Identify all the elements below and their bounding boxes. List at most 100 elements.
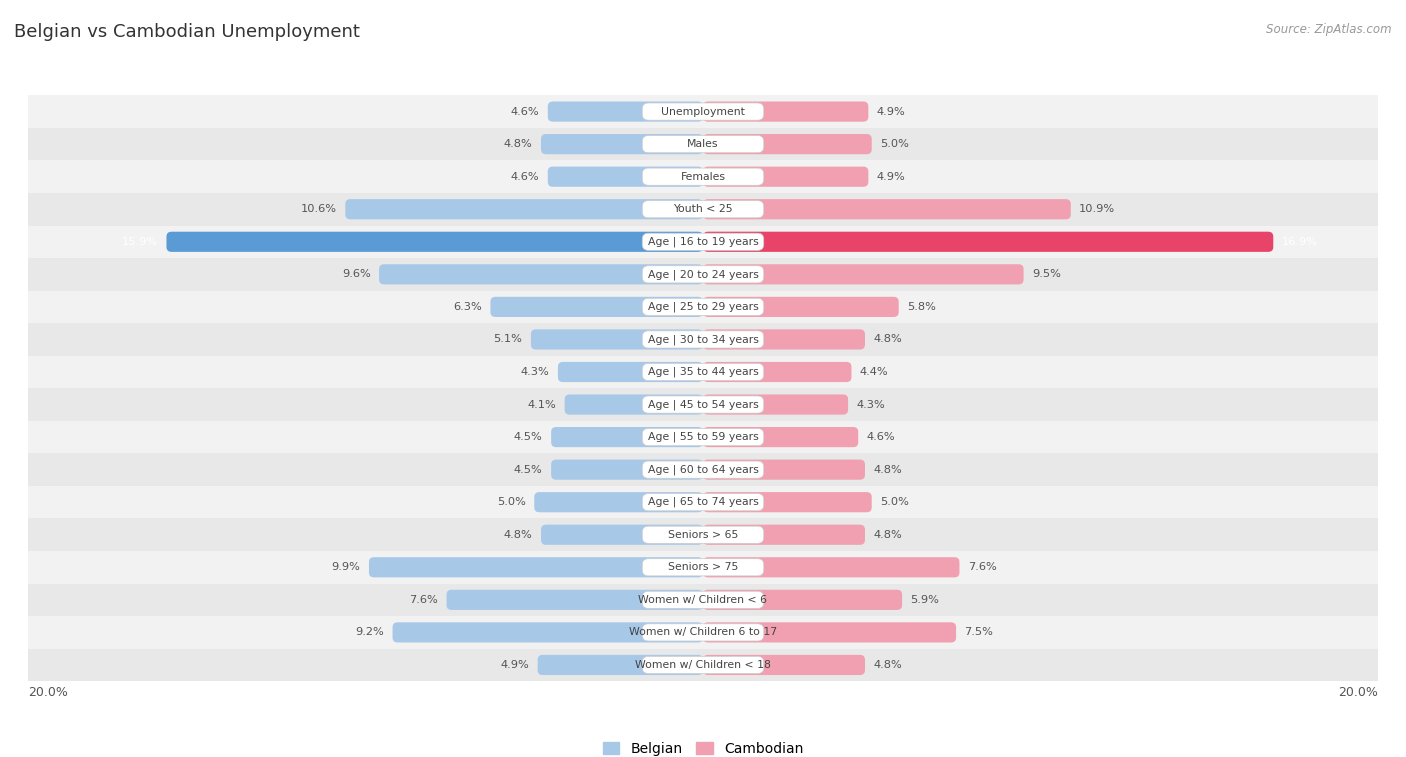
Text: Males: Males (688, 139, 718, 149)
FancyBboxPatch shape (541, 134, 703, 154)
FancyBboxPatch shape (703, 655, 865, 675)
Text: Age | 25 to 29 years: Age | 25 to 29 years (648, 301, 758, 312)
Text: 4.8%: 4.8% (503, 530, 533, 540)
Text: 4.8%: 4.8% (873, 465, 903, 475)
FancyBboxPatch shape (392, 622, 703, 643)
Text: Belgian vs Cambodian Unemployment: Belgian vs Cambodian Unemployment (14, 23, 360, 41)
Text: 4.5%: 4.5% (515, 465, 543, 475)
FancyBboxPatch shape (643, 168, 763, 185)
FancyBboxPatch shape (28, 226, 1378, 258)
Text: 4.9%: 4.9% (501, 660, 529, 670)
Text: Age | 45 to 54 years: Age | 45 to 54 years (648, 399, 758, 410)
Text: 4.9%: 4.9% (877, 107, 905, 117)
FancyBboxPatch shape (551, 459, 703, 480)
Text: 15.9%: 15.9% (122, 237, 157, 247)
Text: 4.5%: 4.5% (515, 432, 543, 442)
FancyBboxPatch shape (643, 298, 763, 316)
FancyBboxPatch shape (703, 167, 869, 187)
FancyBboxPatch shape (703, 297, 898, 317)
FancyBboxPatch shape (643, 201, 763, 218)
FancyBboxPatch shape (447, 590, 703, 610)
FancyBboxPatch shape (565, 394, 703, 415)
FancyBboxPatch shape (346, 199, 703, 220)
FancyBboxPatch shape (28, 323, 1378, 356)
FancyBboxPatch shape (28, 356, 1378, 388)
Legend: Belgian, Cambodian: Belgian, Cambodian (603, 742, 803, 755)
FancyBboxPatch shape (643, 428, 763, 446)
FancyBboxPatch shape (28, 486, 1378, 519)
FancyBboxPatch shape (703, 590, 903, 610)
Text: 7.6%: 7.6% (967, 562, 997, 572)
Text: Age | 20 to 24 years: Age | 20 to 24 years (648, 269, 758, 279)
Text: 5.0%: 5.0% (496, 497, 526, 507)
FancyBboxPatch shape (28, 388, 1378, 421)
FancyBboxPatch shape (643, 526, 763, 544)
FancyBboxPatch shape (643, 396, 763, 413)
FancyBboxPatch shape (537, 655, 703, 675)
Text: 9.2%: 9.2% (356, 628, 384, 637)
Text: 16.9%: 16.9% (1282, 237, 1317, 247)
Text: 5.1%: 5.1% (494, 335, 523, 344)
FancyBboxPatch shape (643, 233, 763, 251)
FancyBboxPatch shape (703, 329, 865, 350)
FancyBboxPatch shape (28, 519, 1378, 551)
FancyBboxPatch shape (558, 362, 703, 382)
FancyBboxPatch shape (380, 264, 703, 285)
Text: Seniors > 75: Seniors > 75 (668, 562, 738, 572)
Text: Women w/ Children 6 to 17: Women w/ Children 6 to 17 (628, 628, 778, 637)
FancyBboxPatch shape (28, 128, 1378, 160)
Text: 4.8%: 4.8% (873, 530, 903, 540)
Text: Source: ZipAtlas.com: Source: ZipAtlas.com (1267, 23, 1392, 36)
FancyBboxPatch shape (643, 103, 763, 120)
FancyBboxPatch shape (643, 624, 763, 641)
FancyBboxPatch shape (28, 421, 1378, 453)
Text: Females: Females (681, 172, 725, 182)
Text: Unemployment: Unemployment (661, 107, 745, 117)
FancyBboxPatch shape (643, 266, 763, 283)
Text: Age | 55 to 59 years: Age | 55 to 59 years (648, 431, 758, 442)
FancyBboxPatch shape (643, 136, 763, 153)
Text: 4.6%: 4.6% (510, 172, 540, 182)
FancyBboxPatch shape (703, 134, 872, 154)
Text: 5.9%: 5.9% (911, 595, 939, 605)
Text: 9.5%: 9.5% (1032, 269, 1062, 279)
FancyBboxPatch shape (703, 199, 1071, 220)
Text: 4.3%: 4.3% (856, 400, 886, 410)
FancyBboxPatch shape (643, 363, 763, 381)
Text: 9.9%: 9.9% (332, 562, 360, 572)
FancyBboxPatch shape (548, 167, 703, 187)
FancyBboxPatch shape (548, 101, 703, 122)
Text: 4.6%: 4.6% (510, 107, 540, 117)
FancyBboxPatch shape (491, 297, 703, 317)
FancyBboxPatch shape (703, 427, 858, 447)
FancyBboxPatch shape (551, 427, 703, 447)
FancyBboxPatch shape (534, 492, 703, 512)
Text: 7.5%: 7.5% (965, 628, 994, 637)
Text: 10.9%: 10.9% (1080, 204, 1115, 214)
Text: 4.8%: 4.8% (503, 139, 533, 149)
FancyBboxPatch shape (28, 160, 1378, 193)
FancyBboxPatch shape (703, 232, 1274, 252)
Text: Seniors > 65: Seniors > 65 (668, 530, 738, 540)
Text: 4.9%: 4.9% (877, 172, 905, 182)
FancyBboxPatch shape (368, 557, 703, 578)
FancyBboxPatch shape (703, 557, 959, 578)
Text: 5.0%: 5.0% (880, 139, 910, 149)
FancyBboxPatch shape (28, 453, 1378, 486)
Text: 7.6%: 7.6% (409, 595, 439, 605)
Text: Age | 60 to 64 years: Age | 60 to 64 years (648, 464, 758, 475)
Text: Youth < 25: Youth < 25 (673, 204, 733, 214)
Text: 4.8%: 4.8% (873, 660, 903, 670)
Text: 5.0%: 5.0% (880, 497, 910, 507)
FancyBboxPatch shape (703, 101, 869, 122)
Text: 4.6%: 4.6% (866, 432, 896, 442)
FancyBboxPatch shape (28, 258, 1378, 291)
FancyBboxPatch shape (166, 232, 703, 252)
FancyBboxPatch shape (703, 459, 865, 480)
Text: 6.3%: 6.3% (453, 302, 482, 312)
Text: Age | 16 to 19 years: Age | 16 to 19 years (648, 236, 758, 247)
Text: Women w/ Children < 18: Women w/ Children < 18 (636, 660, 770, 670)
FancyBboxPatch shape (28, 616, 1378, 649)
FancyBboxPatch shape (28, 551, 1378, 584)
Text: Women w/ Children < 6: Women w/ Children < 6 (638, 595, 768, 605)
